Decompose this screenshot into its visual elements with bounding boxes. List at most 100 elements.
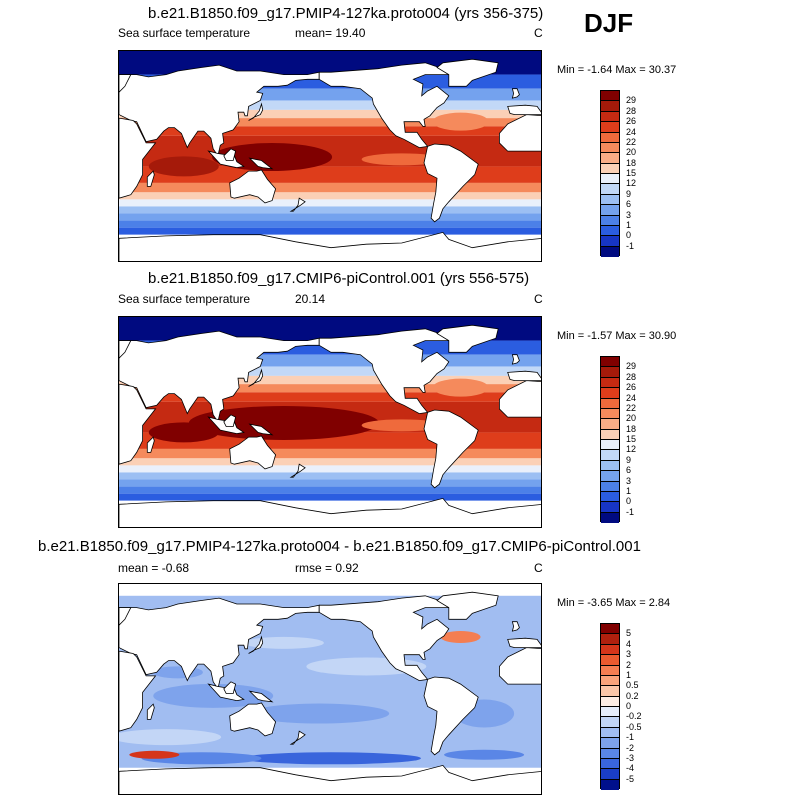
sst-band [119,118,541,127]
landmass-madagascar [146,436,155,453]
colorbar-cell [601,184,619,195]
colorbar-cell [601,491,619,503]
cold-tongue [361,419,442,432]
colorbar [600,356,620,523]
landmass-scand [119,74,132,93]
colorbar-cell [601,408,619,420]
landmass-africa [119,383,157,465]
landmass-scand [119,607,132,626]
landmass-europe_asia [119,64,320,157]
colorbar-cell [601,367,619,378]
sst-band [119,375,541,385]
colorbar-cell [601,460,619,472]
variable-label: Sea surface temperature [118,26,251,40]
colorbar-cell [601,194,619,206]
landmass-uk [511,88,520,99]
sst-band [119,126,541,136]
diff-anomaly [444,749,525,760]
landmass-nz [289,730,306,745]
colorbar-tick-label: 22 [626,136,637,147]
diff-anomaly [129,750,180,759]
variable-label: Sea surface temperature [118,292,251,306]
sst-band [119,206,541,214]
diff-anomaly [243,636,324,649]
sst-band [119,213,541,221]
colorbar-cell [601,779,619,790]
colorbar-tick-label: 4 [626,638,632,649]
colorbar-cell [601,512,619,523]
warm-pool [148,156,219,177]
difference-map [118,583,542,795]
unit-label: C [534,292,543,306]
colorbar-tick-label: 29 [626,361,637,372]
sst-band [119,182,541,193]
colorbar-tick-label: -0.2 [626,711,642,722]
sst-band [119,493,541,501]
sst-map [118,50,542,262]
landmass-australia [229,435,277,470]
landmass-uk [511,621,520,632]
landmass-nz [289,463,306,478]
colorbar-cell [601,236,619,247]
colorbar-cell [601,450,619,461]
landmass-newguinea [248,157,274,170]
mean-label: 20.14 [295,292,326,306]
sst-band [119,100,541,110]
colorbar-tick-label: 12 [626,178,637,189]
colorbar-tick-label: 28 [626,105,637,116]
landmass-iberia [507,637,541,648]
colorbar-tick-label: 18 [626,157,637,168]
colorbar-tick-label: 0.2 [626,690,639,701]
sst-band [119,220,541,228]
colorbar-cell [601,707,619,718]
landmass-africa [119,650,157,732]
unit-label: C [534,26,543,40]
colorbar-tick-label: 24 [626,392,637,403]
landmass-nz [289,197,306,212]
sst-band [119,472,541,480]
colorbar-tick-label: 3 [626,475,632,486]
landmass-greenland [436,324,499,353]
colorbar-tick-label: 15 [626,168,637,178]
colorbar-cell [601,429,619,440]
mean-label: mean = -0.68 [118,561,190,575]
landmass-madagascar [146,703,155,720]
min-max-label: Min = -1.64 Max = 30.37 [557,64,677,76]
sst-band [119,109,541,119]
colorbar-cell [601,91,619,102]
landmass-europe_asia [119,597,320,690]
colorbar-tick-label: -4 [626,763,635,774]
rmse-label: rmse = 0.92 [295,561,359,575]
cold-tongue [361,153,442,166]
landmass-europe_asia [119,330,320,423]
colorbar-cell [601,440,619,451]
colorbar-tick-label: 12 [626,444,637,455]
sst-band [119,448,541,459]
landmass-newguinea [248,690,274,703]
panel-title: b.e21.B1850.f09_g17.PMIP4-127ka.proto004… [148,5,544,22]
landmass-antarctica [119,764,541,794]
colorbar-tick-label: -1 [626,506,635,517]
colorbar-tick-label: 0 [626,701,632,711]
landmass-borneo [223,681,237,694]
landmass-japan [248,368,264,387]
sst-band [119,465,541,473]
colorbar-cell [601,686,619,697]
colorbar-tick-label: -1 [626,240,635,251]
warm-pool [148,422,219,443]
colorbar-tick-label: 20 [626,413,637,424]
colorbar-cell [601,727,619,739]
colorbar-tick-label: -1 [626,732,635,743]
sst-band [119,192,541,200]
colorbar-tick-label: 20 [626,147,637,158]
landmass-australia [229,702,277,737]
colorbar-tick-label: 1 [626,219,632,230]
colorbar-tick-label: 24 [626,126,637,137]
colorbar-cell [601,205,619,216]
colorbar-cell [601,111,619,123]
gulf-stream [432,378,489,397]
colorbar-tick-label: 28 [626,371,637,382]
colorbar-tick-label: 3 [626,209,632,220]
colorbar-cell [601,246,619,257]
colorbar-cell [601,357,619,368]
